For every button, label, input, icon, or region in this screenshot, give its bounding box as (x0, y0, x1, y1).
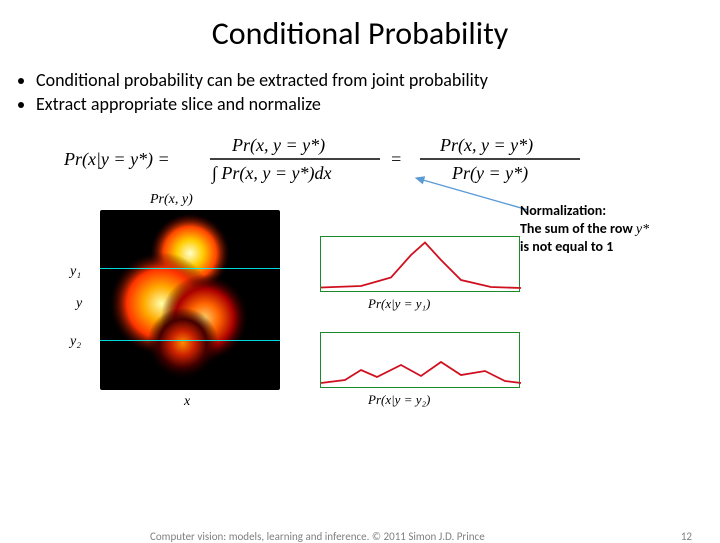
heatmap-title: Pr(x, y) (150, 192, 193, 208)
slice-label-y2: Pr(x|y = y₂) (368, 392, 540, 408)
figure-area: Pr(x, y) y₁ y y₂ x Pr(x|y = y₁) Pr(x|y =… (0, 202, 720, 442)
y-axis-label: y (76, 296, 82, 312)
bullet-item: Conditional probability can be extracted… (36, 69, 690, 91)
annotation-line1: Normalization: (520, 202, 606, 219)
y1-label: y₁ (70, 264, 81, 280)
bullet-item: Extract appropriate slice and normalize (36, 93, 690, 115)
eq-rhs-den: Pr(y = y*) (451, 163, 528, 184)
slice-plot-y2 (320, 332, 520, 388)
eq-mid-den: ∫ Pr(x, y = y*)dx (211, 163, 332, 184)
eq-eq2: = (390, 149, 402, 169)
slice-plots: Pr(x|y = y₁) Pr(x|y = y₂) (320, 236, 540, 428)
footer-text: Computer vision: models, learning and in… (150, 530, 485, 543)
eq-mid-num: Pr(x, y = y*) (231, 135, 325, 156)
eq-rhs-num: Pr(x, y = y*) (439, 135, 533, 156)
slice-label-y1: Pr(x|y = y₁) (368, 296, 540, 312)
slice-line-y1 (100, 268, 280, 269)
annotation-line3: is not equal to 1 (520, 238, 613, 255)
annotation-ystar: y* (636, 222, 649, 237)
eq-lhs: Pr(x|y = y*) = (63, 149, 170, 170)
slice-line-y2 (100, 340, 280, 341)
page-number: 12 (681, 530, 692, 543)
joint-heatmap (100, 210, 280, 390)
bullet-list: Conditional probability can be extracted… (0, 63, 720, 115)
equation: Pr(x|y = y*) = Pr(x, y = y*) ∫ Pr(x, y =… (0, 129, 720, 194)
slice-plot-y1 (320, 236, 520, 292)
x-axis-label: x (184, 394, 190, 410)
annotation-line2a: The sum of the row (520, 220, 636, 237)
page-title: Conditional Probability (0, 0, 720, 63)
y2-label: y₂ (70, 334, 81, 350)
annotation-text: Normalization: The sum of the row y* is … (520, 202, 700, 256)
